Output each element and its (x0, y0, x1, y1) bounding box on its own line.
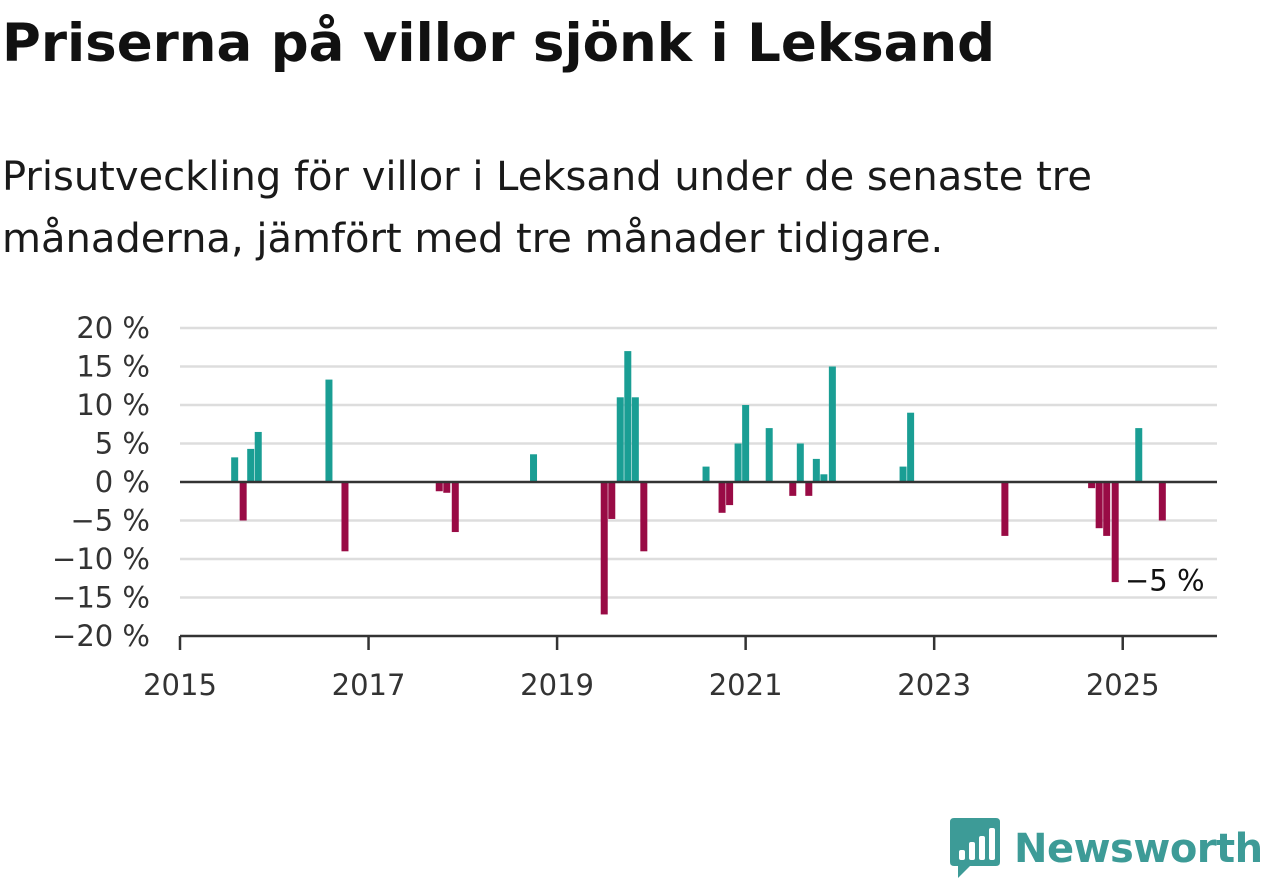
bar-positive (254, 431, 262, 482)
annotation-label: −5 % (1125, 564, 1205, 598)
y-tick-label: 5 % (95, 427, 150, 461)
bar-positive (828, 366, 836, 482)
bar-negative (608, 482, 616, 519)
bar-negative (443, 482, 451, 493)
bars (231, 351, 1166, 615)
bar-negative (640, 482, 648, 552)
bar-positive (325, 379, 333, 482)
bar-negative (805, 482, 813, 496)
bar-positive (702, 466, 710, 482)
bar-negative (718, 482, 726, 513)
chart-title: Priserna på villor sjönk i Leksand (2, 13, 996, 74)
bar-chart: 20 % 15 % 10 % 5 % 0 % −5 % −10 % −15 % −20 % 201… (52, 311, 1217, 702)
x-tick-label: 2015 (143, 668, 217, 702)
bar-negative (1001, 482, 1009, 536)
axes (178, 480, 1217, 650)
bar-negative (1158, 482, 1166, 521)
bar-negative (1111, 482, 1119, 583)
bar-negative (600, 482, 608, 615)
y-tick-label: −5 % (70, 504, 150, 538)
bar-positive (899, 466, 907, 482)
bar-chart-speech-bubble-icon (950, 818, 1000, 878)
bar-negative (341, 482, 349, 552)
y-tick-label: 15 % (76, 350, 150, 384)
y-tick-label: 0 % (95, 465, 150, 499)
bar-positive (624, 351, 632, 482)
y-tick-label: −10 % (52, 542, 150, 576)
bar-negative (1088, 482, 1096, 489)
bar-positive (907, 412, 915, 482)
logo-text: Newsworthy (1014, 826, 1262, 872)
bar-positive (631, 397, 639, 482)
bar-negative (726, 482, 734, 506)
bar-positive (616, 397, 624, 482)
bar-positive (247, 448, 255, 482)
bar-positive (765, 428, 773, 482)
x-tick-label: 2023 (897, 668, 971, 702)
x-tick-label: 2021 (709, 668, 783, 702)
tick-labels: 20 % 15 % 10 % 5 % 0 % −5 % −10 % −15 % −20 % 201… (52, 311, 1208, 702)
bar-negative (1095, 482, 1103, 529)
bar-negative (435, 482, 443, 492)
y-tick-label: 10 % (76, 388, 150, 422)
bar-negative (1103, 482, 1111, 536)
chart-subtitle: Prisutveckling för villor i Leksand unde… (2, 154, 1092, 262)
x-tick-label: 2017 (332, 668, 406, 702)
gridlines (180, 326, 1217, 599)
bar-positive (734, 443, 742, 482)
bar-negative (789, 482, 797, 496)
x-tick-label: 2019 (520, 668, 594, 702)
bar-positive (742, 405, 750, 482)
bar-negative (239, 482, 247, 521)
y-tick-label: −15 % (52, 581, 150, 615)
bar-negative (451, 482, 459, 533)
bar-positive (820, 474, 828, 482)
bar-positive (1135, 428, 1143, 482)
bar-positive (231, 457, 239, 482)
newsworthy-logo: Newsworthy (950, 818, 1262, 880)
bar-positive (530, 454, 538, 482)
x-tick-label: 2025 (1086, 668, 1160, 702)
y-tick-label: 20 % (76, 311, 150, 345)
bar-positive (812, 458, 820, 482)
y-tick-label: −20 % (52, 619, 150, 653)
bar-positive (796, 443, 804, 482)
annotation-halo: −5 % (1125, 564, 1205, 598)
